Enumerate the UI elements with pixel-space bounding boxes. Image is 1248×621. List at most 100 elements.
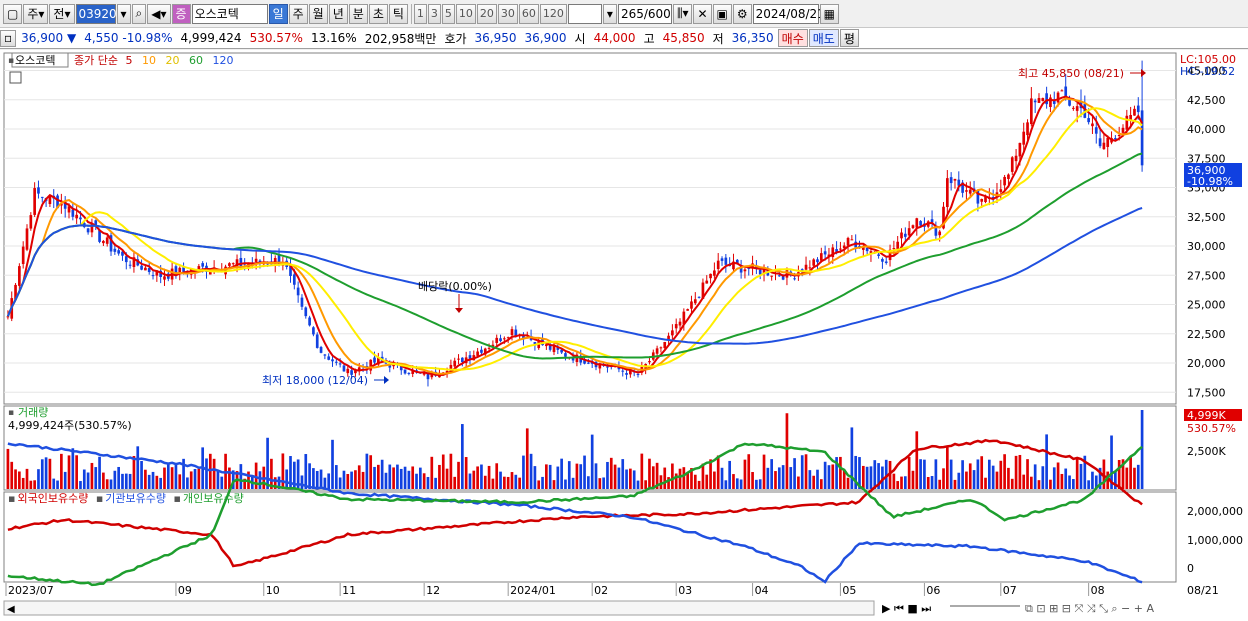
volume-bar (1049, 479, 1052, 489)
volume-bar (827, 465, 831, 489)
candle-body (197, 266, 201, 270)
price-value: 36,900 (21, 31, 64, 45)
save-icon[interactable]: ▣ (712, 3, 732, 24)
volume-bar (831, 464, 835, 489)
period-tick[interactable]: 틱 (388, 3, 408, 24)
volume-bars (6, 410, 1144, 489)
sell-button[interactable]: 매도 (808, 29, 839, 47)
volume-bar (163, 467, 166, 489)
volume-bar (972, 470, 976, 489)
volume-bar (552, 480, 556, 489)
candle-icon[interactable]: ⫼▾ (672, 3, 693, 24)
scroll-left-icon[interactable]: ◀ (7, 604, 15, 615)
volume-bar (193, 468, 197, 489)
candle-body (903, 233, 907, 237)
interval-3[interactable]: 3 (427, 3, 441, 24)
volume-bar (457, 461, 460, 489)
volume-bar (995, 471, 999, 489)
volume-bar (934, 459, 938, 489)
volume-bar (243, 478, 247, 489)
volume-bar (988, 459, 991, 489)
legend-ma10: 10 (142, 54, 156, 67)
scroll-next-icon[interactable]: ▶ ⏮ ■ ⏭ (882, 602, 931, 615)
volume-bar (354, 470, 357, 489)
buy-button[interactable]: 매수 (777, 29, 808, 47)
flat-button[interactable]: 평 (839, 29, 859, 47)
volume-bar (21, 477, 25, 489)
volume-bar (285, 469, 289, 489)
period-week[interactable]: 주 (288, 3, 308, 24)
date-input[interactable]: 2024/08/21 (752, 3, 825, 24)
code-dropdown[interactable]: ▾ (116, 3, 131, 24)
legend-ma5: 5 (125, 54, 132, 67)
market-select[interactable]: 주 ▾ (23, 3, 49, 24)
period-month[interactable]: 월 (308, 3, 328, 24)
stock-chart[interactable]: 45,00042,50040,00037,50035,00032,50030,0… (0, 50, 1248, 621)
volume-bar (1075, 458, 1079, 489)
candle-body (1133, 108, 1136, 116)
stock-name[interactable]: 오스코텍 (191, 3, 268, 24)
interval-dropdown[interactable]: ▾ (602, 3, 617, 24)
period-day[interactable]: 일 (268, 3, 288, 24)
candle-body (690, 301, 693, 309)
candle-body (403, 369, 407, 374)
interval-120[interactable]: 120 (539, 3, 567, 24)
candle-body (865, 247, 869, 252)
quote-toggle-icon[interactable]: ▫ (0, 29, 17, 47)
table-icon[interactable] (9, 71, 22, 84)
candle-body (945, 178, 949, 208)
period-second[interactable]: 초 (368, 3, 388, 24)
volume-bar (1068, 475, 1071, 489)
interval-1[interactable]: 1 (413, 3, 427, 24)
candle-body (1003, 176, 1006, 186)
legend-ma60: 60 (189, 54, 203, 67)
volume-bar (892, 473, 896, 489)
calendar-icon[interactable]: ▦ (819, 3, 839, 24)
candle-body (426, 372, 430, 380)
code-input[interactable]: 039200 (75, 3, 124, 24)
volume-bar (877, 463, 880, 489)
candle-body (117, 250, 120, 254)
ask-price: 36,950 (474, 31, 517, 45)
interval-30[interactable]: 30 (497, 3, 518, 24)
volume-bar (930, 476, 934, 489)
current-pct-tag: -10.98% (1187, 175, 1233, 188)
volume-bar (915, 431, 919, 489)
candle-body (327, 356, 331, 360)
volume-bar (800, 455, 804, 489)
candle-body (831, 247, 835, 258)
period-year[interactable]: 년 (328, 3, 348, 24)
interval-5[interactable]: 5 (441, 3, 455, 24)
volume-bar (319, 469, 323, 489)
interval-custom[interactable] (567, 3, 602, 24)
window-icon[interactable]: ▢ (3, 3, 23, 24)
crosshair-icon[interactable]: ✕ (693, 3, 712, 24)
candle-body (934, 225, 938, 236)
volume-bar (816, 469, 819, 489)
speaker-icon[interactable]: ◀▾ (147, 3, 171, 24)
volume-bar (10, 461, 14, 489)
x-label: 06 (926, 584, 940, 597)
horizontal-scrollbar[interactable] (3, 600, 875, 616)
period-minute[interactable]: 분 (348, 3, 368, 24)
interval-60[interactable]: 60 (518, 3, 539, 24)
volume-bar (556, 466, 560, 489)
interval-20[interactable]: 20 (476, 3, 497, 24)
candle-body (1117, 134, 1121, 136)
ask-label: 호가 (444, 31, 467, 46)
volume-bar (911, 470, 915, 489)
count-input[interactable]: 265/600 (617, 3, 672, 24)
x-label: 11 (342, 584, 356, 597)
volume-bar (292, 461, 296, 489)
interval-10[interactable]: 10 (455, 3, 476, 24)
price-tick: 17,500 (1187, 386, 1226, 399)
search-icon[interactable]: ⌕ (131, 3, 147, 24)
volume-bar (873, 460, 877, 489)
volume-bar (44, 457, 48, 489)
gear-icon[interactable]: ⚙ (732, 3, 752, 24)
candle-body (411, 370, 415, 374)
volume-bar (60, 453, 63, 489)
chart-tools-icons[interactable]: ⧉ ⊡ ⊞ ⊟ ⤧ ⤨ ⤡ ⌕ − + A (1025, 602, 1154, 615)
prev-select[interactable]: 전 ▾ (49, 3, 75, 24)
volume-bar (71, 448, 75, 489)
